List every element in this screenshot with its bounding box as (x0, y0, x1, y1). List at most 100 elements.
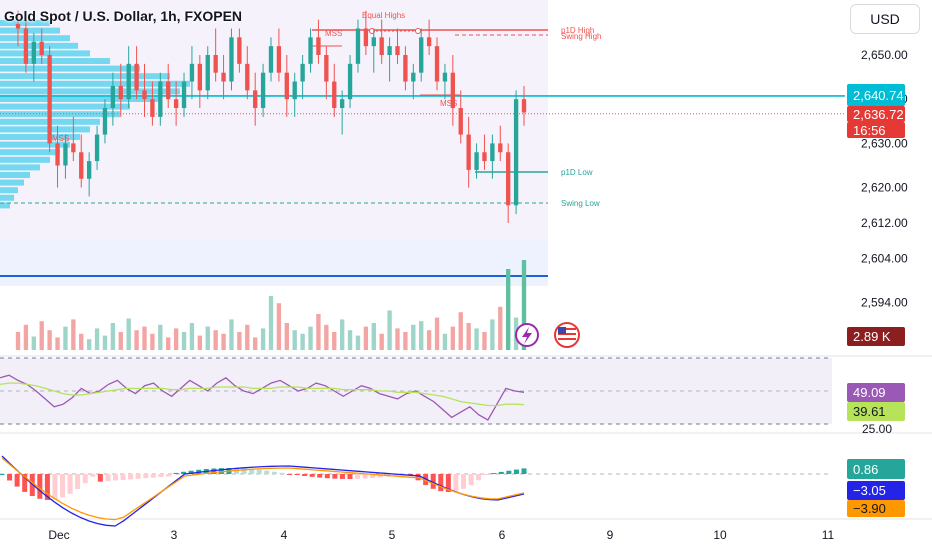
candle-body (118, 85, 123, 100)
volume-profile-bar (0, 134, 80, 140)
macd-histogram-bar (294, 474, 300, 476)
candle-body (197, 63, 203, 91)
volume-bar (55, 337, 60, 350)
macd-histogram-bar (408, 474, 414, 475)
candle-body (411, 72, 416, 82)
volume-bar (213, 330, 218, 350)
currency-button[interactable]: USD (850, 4, 920, 34)
candle-body (221, 72, 226, 82)
time-tick-label: 9 (607, 528, 614, 542)
volume-bar (403, 332, 408, 350)
volume-bar (31, 336, 36, 350)
macd-histogram-bar (22, 474, 28, 492)
volume-bar (142, 326, 147, 350)
mss-label-right: MSS (440, 99, 457, 108)
volume-profile-bar (0, 179, 24, 186)
volume-bar (371, 323, 376, 350)
volume-bar (79, 333, 84, 350)
volume-bar (205, 326, 210, 350)
candle-body (166, 81, 171, 100)
volume-profile-bar (0, 73, 170, 80)
macd-histogram-bar (37, 474, 43, 499)
macd-histogram-bar (241, 468, 247, 474)
candle-body (94, 134, 100, 162)
volume-bar (411, 324, 416, 350)
macd-histogram-bar (60, 474, 66, 498)
volume-bar (300, 333, 305, 350)
volume-bars (15, 260, 527, 350)
macd-histogram-bar (44, 474, 50, 500)
candle-body (498, 143, 503, 153)
candle-body (71, 143, 76, 153)
volume-bar (308, 326, 313, 350)
candle-body (150, 99, 155, 117)
volume-bar (126, 318, 131, 350)
candle-body (300, 63, 305, 82)
volume-profile-bar (0, 58, 110, 64)
price-tick-label: 2,604.00 (861, 251, 908, 265)
time-tick-label: Dec (48, 528, 69, 542)
signal-line (1, 457, 525, 521)
macd-histogram-bar (135, 474, 141, 479)
macd-histogram-bar (392, 474, 398, 476)
volume-profile (0, 20, 190, 209)
macd-histogram-bar (309, 474, 315, 477)
volume-bar (324, 324, 329, 350)
volume-bar (47, 330, 52, 350)
candle-body (284, 72, 289, 100)
macd-histogram-bar (476, 474, 482, 481)
macd-indicator (0, 455, 527, 527)
candle-body (442, 72, 448, 82)
chart-title: Gold Spot / U.S. Dollar, 1h, FXOPEN (4, 8, 243, 24)
candle-body (316, 37, 321, 55)
macd-histogram-bar (14, 474, 20, 487)
macd-histogram-bar (513, 469, 519, 474)
macd-histogram-bar (52, 474, 58, 500)
candle-body (173, 99, 179, 109)
volume-bar (482, 332, 487, 350)
volume-bar (466, 323, 471, 350)
candle-body (371, 37, 376, 47)
time-axis: Dec 3 4 5 6 9 10 11 (48, 528, 834, 542)
candle-body (253, 90, 258, 109)
volume-bar (253, 337, 258, 350)
macd-histogram-bar (302, 474, 308, 476)
candle-body (347, 63, 353, 100)
macd-histogram-bar (460, 474, 466, 489)
candle-body (434, 46, 440, 82)
macd-histogram-bar (279, 472, 285, 474)
volume-bar (347, 330, 353, 350)
candle-body (47, 55, 52, 144)
p1d-low-label: p1D Low (561, 168, 593, 177)
candle-body (308, 37, 313, 64)
volume-bar (316, 314, 321, 350)
volume-bar (173, 328, 179, 350)
candle-body (490, 143, 495, 162)
volume-bar (284, 323, 289, 350)
volume-bar (450, 326, 456, 350)
macd-histogram-bar (324, 474, 330, 479)
candle-body (213, 55, 218, 73)
rsi-tick-25: 25.00 (862, 422, 892, 436)
swing-high-label: Swing High (561, 32, 601, 41)
candle-body (268, 46, 274, 73)
time-tick-label: 6 (499, 528, 506, 542)
lightning-event-icon[interactable] (515, 323, 539, 347)
volume-profile-bar (0, 27, 60, 34)
volume-bar (419, 321, 424, 350)
volume-bar (118, 332, 123, 350)
volume-bar (221, 333, 226, 350)
candle-body (110, 85, 116, 109)
volume-profile-bar (0, 149, 60, 156)
candle-body (142, 90, 147, 100)
candle-body (387, 46, 392, 55)
candle-body (31, 41, 36, 64)
mss-label-left: MSS (52, 134, 69, 143)
price-tick-label: 2,594.00 (861, 296, 908, 310)
p1d-high-label: p1D High (561, 26, 594, 35)
volume-bar (86, 339, 92, 350)
macd-histogram-badge: 0.86 (847, 459, 905, 479)
volume-profile-bar (0, 156, 50, 163)
us-flag-event-icon[interactable] (554, 322, 580, 348)
